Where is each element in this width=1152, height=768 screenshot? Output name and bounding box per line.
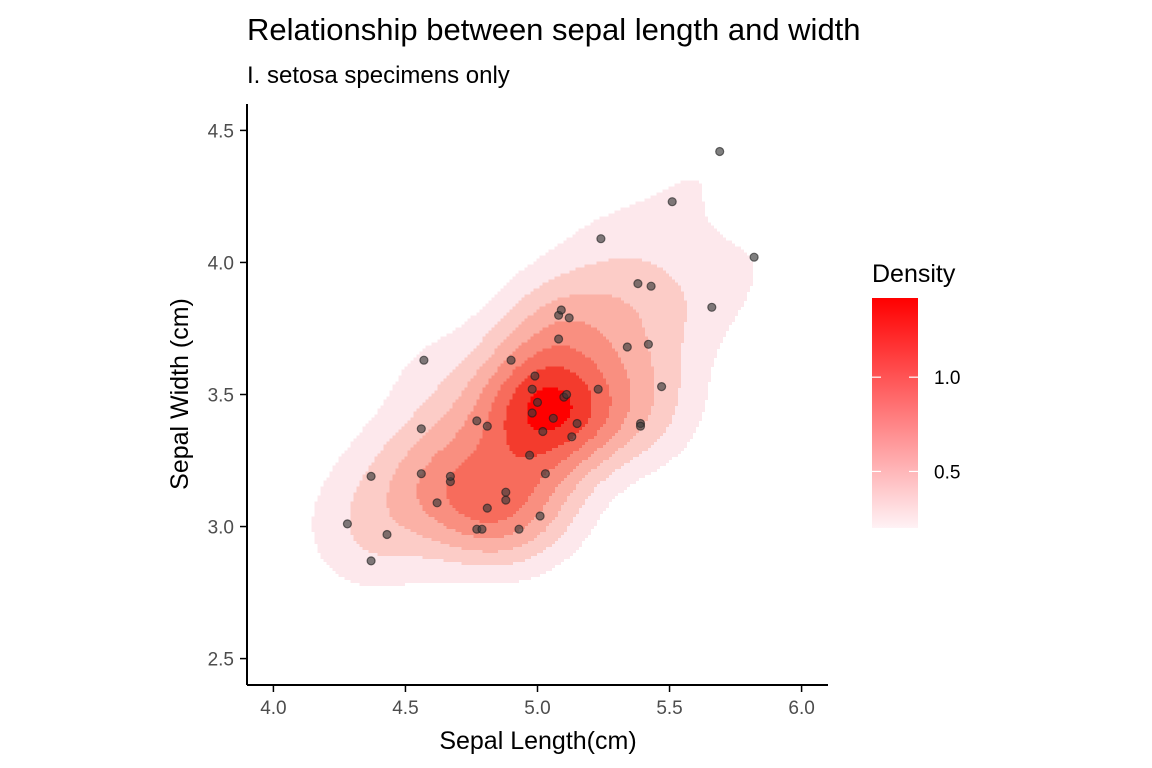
chart-title: Relationship between sepal length and wi… [247,12,861,47]
legend-tick-label: 1.0 [934,368,960,389]
x-axis: 4.0 4.5 5.0 5.5 6.0 Sepal Length(cm) [247,684,828,755]
x-axis-label: Sepal Length(cm) [439,727,636,755]
scatter-point [564,313,574,323]
scatter-point [715,146,725,157]
scatter-point [635,421,646,431]
scatter-point [501,487,511,497]
y-axis-label: Sepal Width (cm) [166,298,194,490]
density-legend: Density 0.5 1.0 [872,260,960,528]
density-band [311,180,754,587]
scatter-point [749,252,759,262]
density-contours [311,180,754,587]
scatter-point [342,519,352,529]
x-tick-label: 5.0 [524,698,550,719]
density-band [416,321,631,539]
legend-ticks: 0.5 1.0 [872,368,960,483]
scatter-point [382,529,392,540]
y-tick-label: 3.0 [208,518,234,539]
scatter-point [445,471,455,481]
scatter-point [527,384,537,394]
legend-title: Density [872,260,956,288]
y-axis-ticks: 2.5 3.0 3.5 4.0 4.5 [208,121,247,671]
scatter-point [561,389,572,400]
scatter-point [514,524,524,534]
scatter-point [416,424,426,434]
y-tick-label: 2.5 [208,650,234,671]
scatter-point [538,426,548,437]
scatter-point [506,355,516,365]
scatter-point [656,382,667,392]
scatter-point [535,511,545,521]
x-axis-ticks: 4.0 4.5 5.0 5.5 6.0 [260,685,815,719]
scatter-point [633,279,643,289]
scatter-point [482,421,492,431]
density-band [386,294,655,554]
scatter-point [501,495,511,505]
legend-tick-label: 0.5 [934,462,960,483]
scatter-point [432,498,442,508]
scatter-point [482,503,492,513]
scatter-point [419,355,429,365]
scatter-point [572,418,582,429]
scatter-point [553,334,564,344]
scatter-point [622,342,632,352]
scatter-points [342,146,759,566]
scatter-point [472,416,482,426]
scatter-point [567,432,577,442]
x-tick-label: 4.0 [260,698,286,719]
y-axis: 2.5 3.0 3.5 4.0 4.5 Sepal Width (cm) [166,104,248,685]
scatter-point [366,471,376,481]
y-tick-label: 4.0 [208,253,234,274]
scatter-point [643,339,654,349]
scatter-point [593,384,603,394]
scatter-point [477,524,487,534]
plot-area [311,146,759,587]
scatter-point [596,234,606,244]
scatter-point [530,371,540,381]
chart-subtitle: I. setosa specimens only [247,62,510,89]
scatter-point [667,197,677,207]
x-tick-label: 4.5 [392,698,418,719]
x-tick-label: 5.5 [656,698,682,719]
scatter-point [556,305,566,315]
scatter-point [707,302,717,312]
legend-colorbar [872,298,918,528]
scatter-point [527,408,537,418]
scatter-point [416,469,426,479]
x-tick-label: 6.0 [788,698,814,719]
scatter-point [646,281,656,291]
scatter-point [548,413,558,423]
y-tick-label: 4.5 [208,121,234,142]
scatter-point [366,556,376,566]
scatter-point [540,469,551,479]
scatter-point [532,397,543,407]
y-tick-label: 3.5 [208,386,234,407]
scatter-point [524,450,535,460]
